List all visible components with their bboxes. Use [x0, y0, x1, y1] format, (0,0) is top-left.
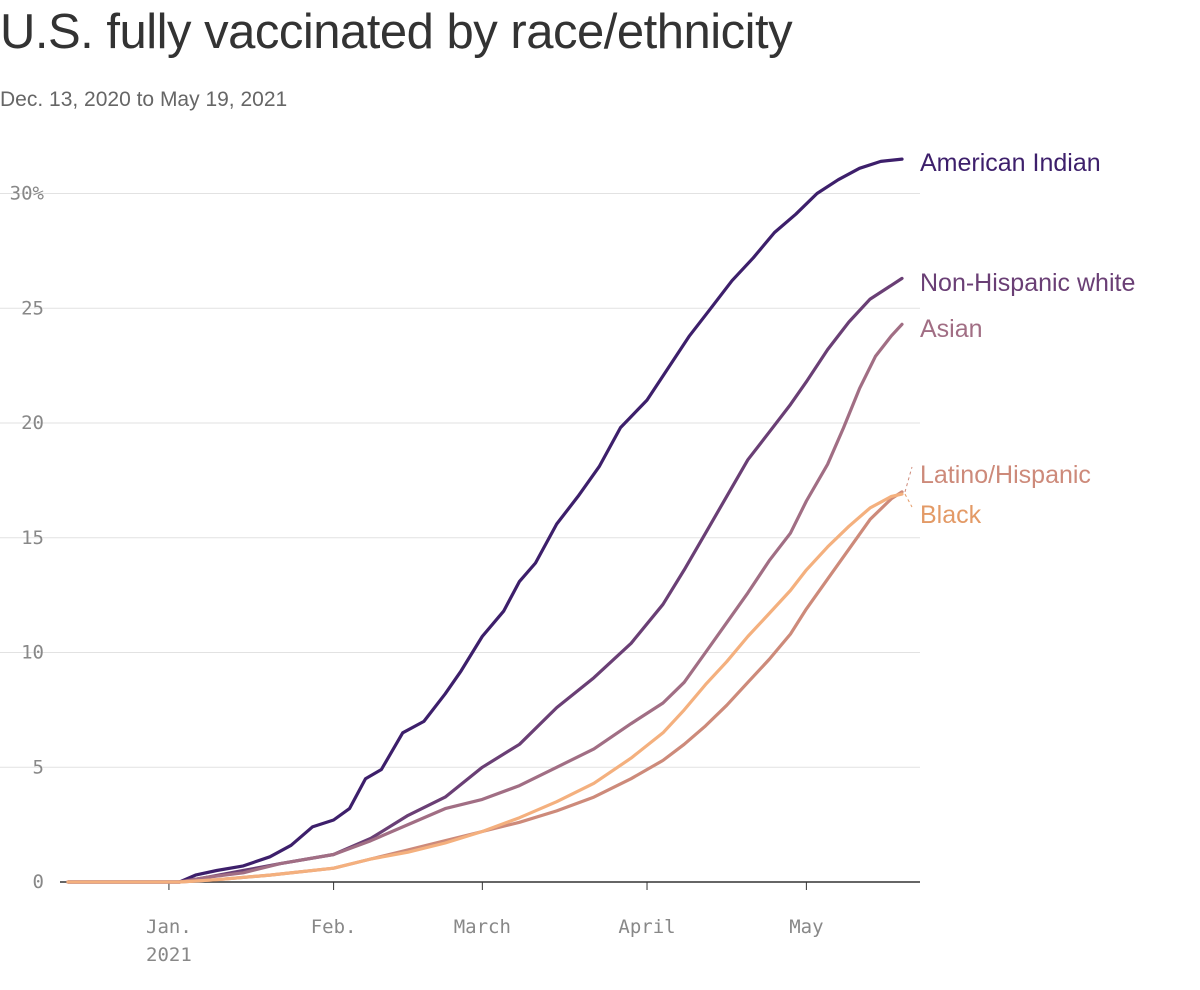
series-line-non-hispanic-white [66, 276, 904, 884]
y-axis: 0 5 10 15 20 25 30% [10, 183, 45, 894]
y-tick-label: 15 [21, 527, 44, 549]
x-tick-label: March [454, 916, 511, 938]
label-leader-line [904, 466, 913, 492]
gridlines [0, 193, 920, 883]
x-axis: Jan. 2021 Feb. March April May [146, 882, 824, 966]
chart-subtitle: Dec. 13, 2020 to May 19, 2021 [0, 88, 288, 111]
y-tick-label: 25 [21, 297, 44, 319]
series-line-asian [66, 322, 904, 884]
label-leader-line [904, 493, 913, 508]
series-label-black: Black [920, 501, 982, 529]
x-tick-label: May [789, 916, 823, 938]
series-label-latino-hispanic: Latino/Hispanic [920, 461, 1091, 489]
series-labels: American Indian Non-Hispanic white Asian La… [904, 149, 1135, 529]
y-tick-label: 30% [10, 183, 45, 205]
y-tick-label: 0 [33, 871, 44, 893]
series-label-asian: Asian [920, 315, 983, 343]
y-tick-label: 20 [21, 412, 44, 434]
series-lines [66, 157, 904, 884]
y-tick-label: 5 [33, 756, 44, 778]
x-tick-label: April [618, 916, 675, 938]
x-tick-sublabel: 2021 [146, 944, 192, 966]
series-line-black [66, 492, 904, 884]
series-label-non-hispanic-white: Non-Hispanic white [920, 269, 1135, 297]
series-label-american-indian: American Indian [920, 149, 1101, 177]
chart-title: U.S. fully vaccinated by race/ethnicity [0, 5, 793, 59]
x-tick-label: Jan. [146, 916, 192, 938]
series-line-american-indian [66, 157, 904, 884]
y-tick-label: 10 [21, 642, 44, 664]
x-tick-label: Feb. [311, 916, 357, 938]
